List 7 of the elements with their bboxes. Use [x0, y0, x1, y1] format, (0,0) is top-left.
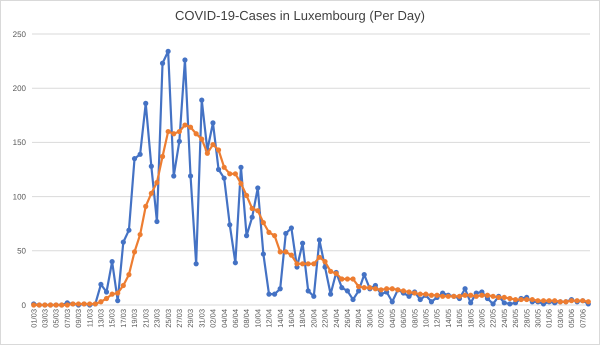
- y-tick-label: 0: [22, 300, 27, 310]
- y-tick-label: 100: [12, 192, 27, 202]
- y-tick-label: 250: [12, 30, 27, 39]
- chart-title: COVID-19-Cases in Luxembourg (Per Day): [175, 8, 425, 23]
- y-tick-label: 50: [17, 246, 27, 256]
- y-tick-label: 150: [12, 138, 27, 148]
- y-tick-label: 200: [12, 84, 27, 93]
